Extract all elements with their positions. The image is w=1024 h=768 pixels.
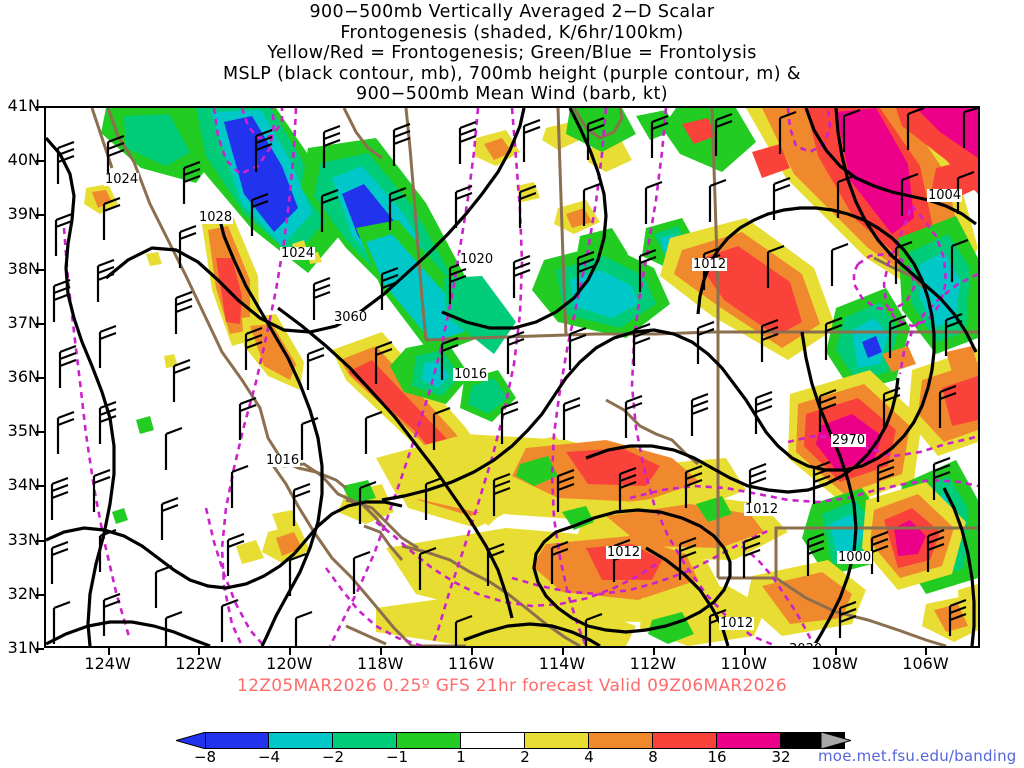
lat-tick-mark: [36, 322, 44, 325]
colorbar-tick-0: −8: [193, 748, 217, 766]
lon-tick-mark: [380, 648, 383, 655]
lat-tick-label-37N: 37N: [7, 312, 40, 332]
lon-tick-label-120W: 120W: [266, 654, 313, 673]
lat-tick-label-41N: 41N: [7, 96, 40, 115]
colorbar-tick-5: 2: [520, 748, 530, 766]
colorbar-segment-2[interactable]: [333, 732, 397, 749]
title-line-4: MSLP (black contour, mb), 700mb height (…: [223, 63, 801, 84]
contour-label-1004: 1004: [927, 188, 963, 203]
lon-tick-label-116W: 116W: [447, 654, 495, 673]
colorbar-segment-1[interactable]: [269, 732, 333, 749]
lat-tick-mark: [36, 106, 44, 108]
lat-tick-label-40N: 40N: [7, 150, 40, 170]
lon-tick-label-108W: 108W: [811, 654, 858, 673]
colorbar-tick-2: −2: [321, 748, 345, 766]
colorbar-segment-0[interactable]: [205, 732, 269, 749]
contour-label-2970: 2970: [831, 433, 867, 448]
lon-tick-mark: [198, 648, 201, 655]
lat-tick-label-38N: 38N: [7, 258, 40, 278]
contour-label-3030: 3030: [788, 643, 824, 646]
contour-label-1012: 1012: [744, 502, 780, 517]
forecast-caption: 12Z05MAR2026 0.25º GFS 21hr forecast Val…: [237, 676, 787, 696]
contour-label-1024: 1024: [104, 172, 140, 187]
contour-label-1016: 1016: [265, 453, 301, 468]
colorbar-segment-3[interactable]: [397, 732, 461, 749]
lat-tick-label-35N: 35N: [7, 421, 40, 441]
contour-label-1012: 1012: [719, 616, 755, 631]
colorbar-tick-4: 1: [456, 748, 466, 766]
lon-tick-mark: [743, 648, 746, 655]
lon-tick-mark: [652, 648, 655, 655]
colorbar-tick-7: 8: [648, 748, 658, 766]
lat-tick-label-33N: 33N: [7, 529, 40, 549]
contour-label-1024: 1024: [280, 246, 316, 261]
lon-tick-label-122W: 122W: [175, 654, 222, 673]
chart-title-block: 900−500mb Vertically Averaged 2−D Scalar…: [0, 2, 1024, 105]
colorbar-under-arrow-icon: [176, 732, 206, 749]
lat-tick-mark: [36, 539, 44, 542]
colorbar-tick-1: −4: [257, 748, 281, 766]
lat-tick-label-39N: 39N: [7, 204, 40, 224]
lon-tick-mark: [834, 648, 837, 655]
lat-tick-mark: [36, 431, 44, 434]
contour-label-1000: 1000: [837, 550, 873, 565]
lat-tick-mark: [36, 160, 44, 163]
lon-tick-mark: [925, 648, 928, 655]
title-line-3: Yellow/Red = Frontogenesis; Green/Blue =…: [267, 43, 757, 64]
contour-label-1028: 1028: [198, 210, 234, 225]
lat-tick-label-31N: 31N: [7, 638, 40, 657]
contour-label-1012: 1012: [606, 545, 642, 560]
colorbar-segment-8[interactable]: [717, 732, 781, 749]
attribution-link[interactable]: moe.met.fsu.edu/banding: [818, 747, 1017, 765]
lat-tick-mark: [36, 268, 44, 271]
contour-label-1016: 1016: [453, 367, 489, 382]
colorbar-tick-6: 4: [584, 748, 594, 766]
lon-tick-mark: [107, 648, 110, 655]
lat-tick-mark: [36, 648, 44, 650]
title-line-2: Frontogenesis (shaded, K/6hr/100km): [340, 22, 684, 43]
colorbar-tick-3: −1: [385, 748, 409, 766]
lon-tick-label-110W: 110W: [720, 654, 767, 673]
wind-barbs: [50, 108, 978, 646]
colorbar-segment-6[interactable]: [589, 732, 653, 749]
contour-label-1012: 1012: [692, 257, 728, 272]
colorbar-over-arrow-icon: [821, 732, 851, 749]
contour-label-1020: 1020: [459, 252, 495, 267]
lon-tick-label-114W: 114W: [538, 654, 586, 673]
colorbar-tick-9: 32: [771, 748, 791, 766]
title-line-5: 900−500mb Mean Wind (barb, kt): [356, 84, 668, 105]
lon-tick-label-112W: 112W: [629, 654, 677, 673]
lon-tick-label-118W: 118W: [357, 654, 404, 673]
lat-tick-mark: [36, 377, 44, 379]
lat-tick-label-32N: 32N: [7, 583, 40, 603]
colorbar-segment-4[interactable]: [461, 732, 525, 749]
contour-label-3060: 3060: [333, 310, 369, 325]
colorbar-segment-7[interactable]: [653, 732, 717, 749]
map-graphics: [46, 108, 978, 646]
lat-tick-label-36N: 36N: [7, 367, 40, 386]
lon-tick-mark: [471, 648, 474, 655]
lat-tick-mark: [36, 485, 44, 488]
lon-tick-mark: [561, 648, 564, 655]
title-line-1: 900−500mb Vertically Averaged 2−D Scalar: [309, 2, 715, 22]
colorbar-segment-5[interactable]: [525, 732, 589, 749]
colorbar-segments[interactable]: [205, 732, 845, 749]
map-plot-area[interactable]: 1024 1028 1024 1020 3060 1012 1004 1016 1016 2970…: [44, 106, 980, 648]
lat-tick-mark: [36, 214, 44, 217]
colorbar[interactable]: −8 −4 −2 −1 1 2 4 8 16 32: [0, 726, 1024, 768]
lat-tick-mark: [36, 593, 44, 596]
lon-tick-label-106W: 106W: [902, 654, 949, 673]
lon-tick-mark: [289, 648, 292, 655]
lat-tick-label-34N: 34N: [7, 475, 40, 495]
lon-tick-label-124W: 124W: [84, 654, 131, 673]
colorbar-tick-8: 16: [707, 748, 727, 766]
